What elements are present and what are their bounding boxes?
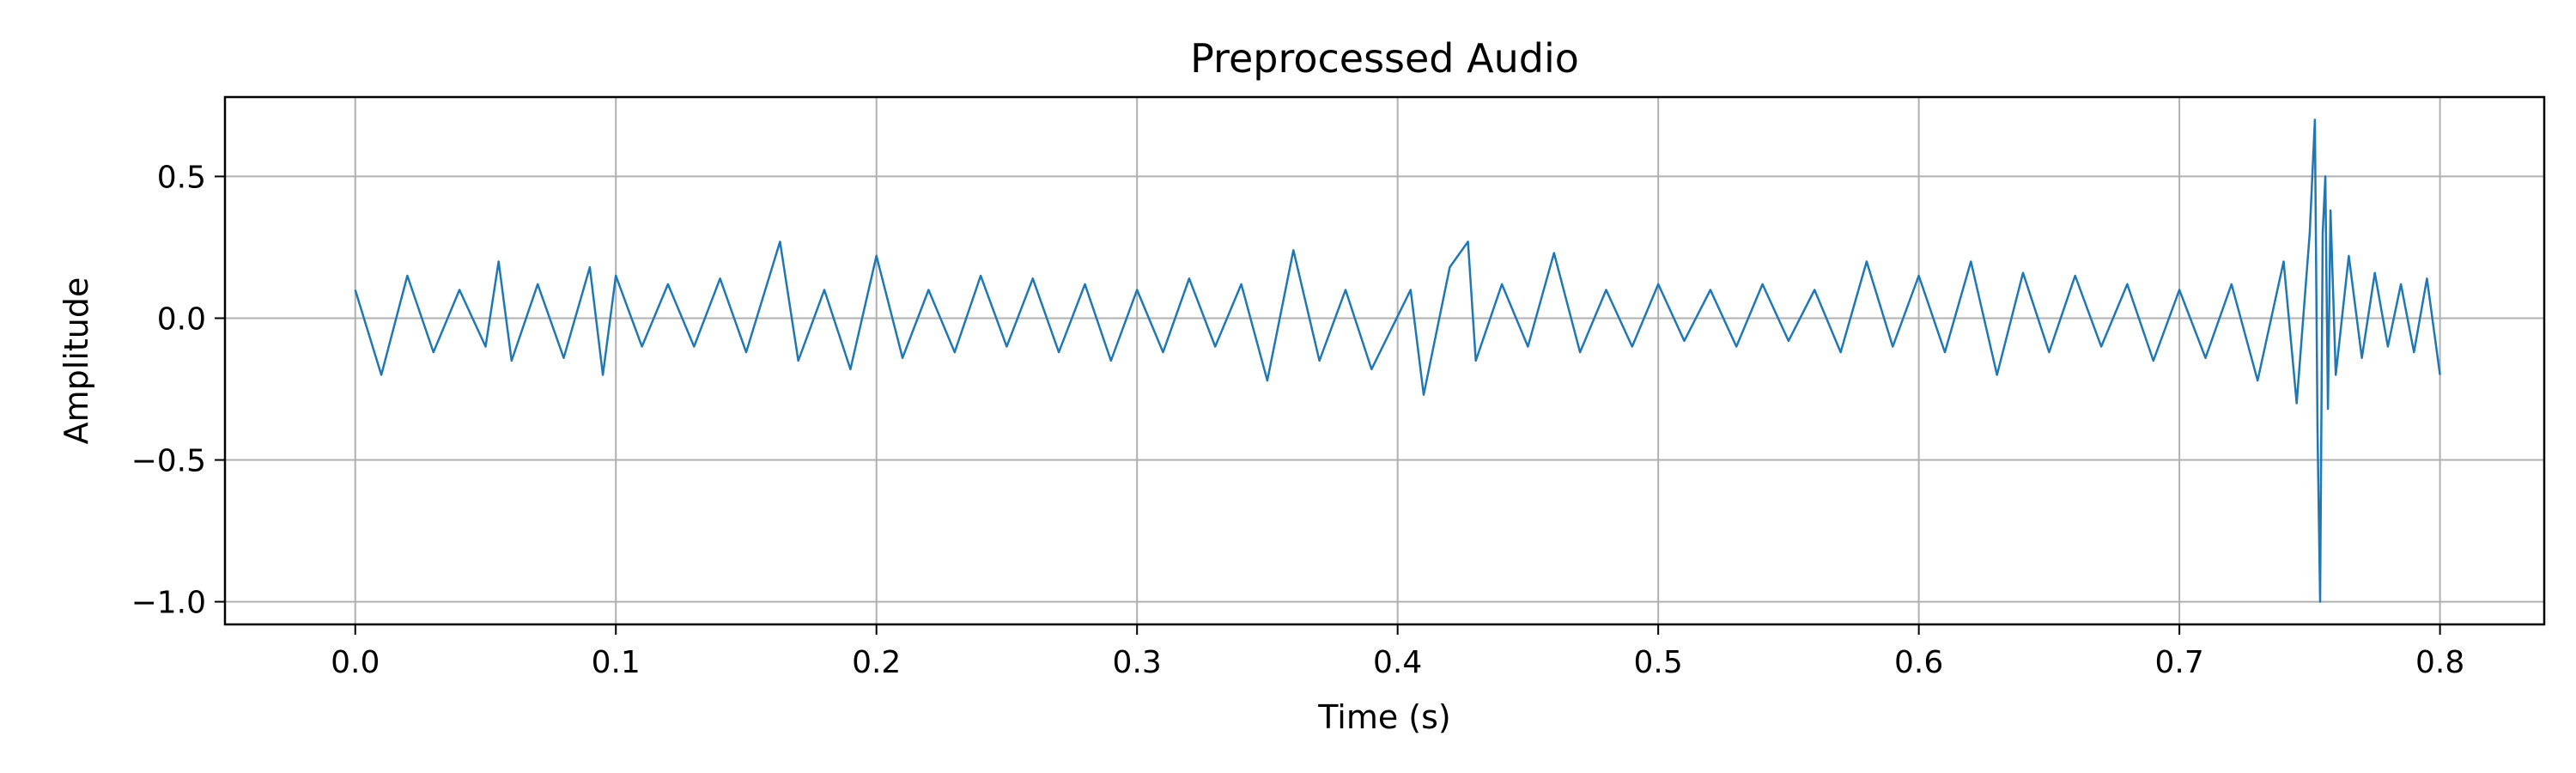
y-axis-label: Amplitude (58, 277, 95, 445)
waveform-line (354, 119, 2441, 603)
ticks: 0.0 0.1 0.2 0.3 0.4 0.5 0.6 0.7 0.8 0.5 0.0 −0.5 −1.… (131, 160, 2465, 680)
y-tick-label: 0.0 (157, 301, 206, 337)
x-tick-label: 0.0 (331, 645, 380, 680)
x-tick-label: 0.1 (592, 645, 641, 680)
x-tick-label: 0.4 (1373, 645, 1422, 680)
x-tick-label: 0.8 (2415, 645, 2464, 680)
y-tick-label: 0.5 (157, 160, 206, 195)
series-layer (354, 119, 2441, 603)
x-tick-label: 0.6 (1894, 645, 1943, 680)
x-tick-label: 0.5 (1634, 645, 1683, 680)
y-tick-label: −0.5 (131, 444, 206, 479)
x-tick-label: 0.2 (852, 645, 901, 680)
x-tick-label: 0.3 (1113, 645, 1162, 680)
axes-frame (223, 95, 2546, 626)
x-axis-label: Time (s) (1317, 698, 1451, 736)
chart-title: Preprocessed Audio (1190, 35, 1579, 82)
y-tick-label: −1.0 (131, 586, 206, 621)
grid (225, 97, 2544, 624)
x-tick-label: 0.7 (2154, 645, 2203, 680)
